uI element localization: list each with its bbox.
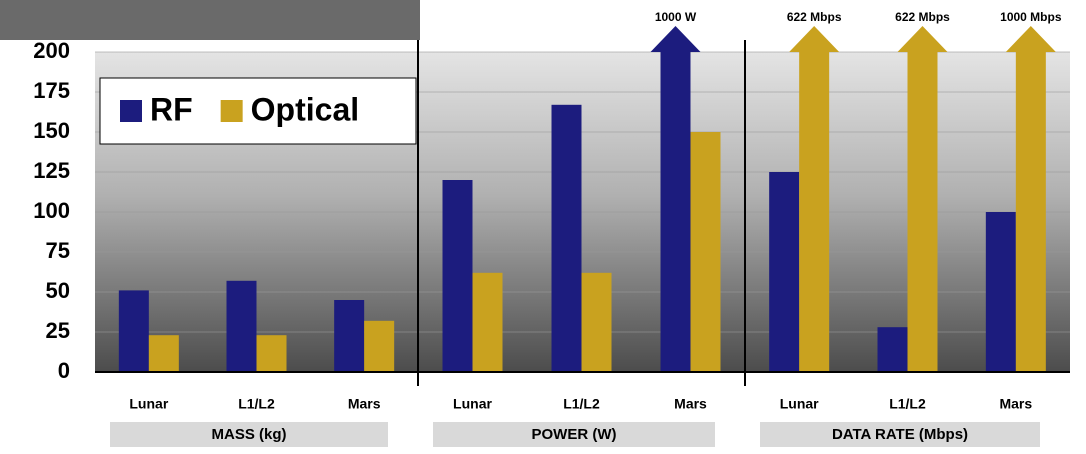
bar — [257, 335, 287, 372]
group-label: POWER (W) — [532, 426, 617, 443]
bar — [769, 172, 799, 372]
y-tick-label: 100 — [33, 198, 70, 223]
group-label: MASS (kg) — [212, 426, 287, 443]
value-label: 622 Mbps — [787, 10, 842, 24]
bar — [986, 212, 1016, 372]
bar — [334, 300, 364, 372]
y-tick-label: 50 — [46, 278, 70, 303]
x-tick-label: Mars — [999, 396, 1032, 412]
group-label: DATA RATE (Mbps) — [832, 426, 968, 443]
bar — [799, 0, 829, 372]
photo-backdrop — [0, 0, 420, 40]
x-tick-label: Mars — [674, 396, 707, 412]
y-tick-label: 150 — [33, 118, 70, 143]
bar — [908, 0, 938, 372]
overflow-arrow — [651, 26, 701, 52]
bar — [552, 105, 582, 372]
x-tick-label: Mars — [348, 396, 381, 412]
bar — [364, 321, 394, 372]
overflow-arrow — [898, 26, 948, 52]
chart: 0 25 50 75 100 125 150 175 200 Lunar L1/L2 Mars MASS… — [0, 0, 1086, 454]
x-tick-label: Lunar — [453, 396, 492, 412]
bar — [878, 327, 908, 372]
bar — [582, 273, 612, 372]
value-label: 622 Mbps — [895, 10, 950, 24]
y-tick-label: 175 — [33, 78, 70, 103]
bar — [691, 132, 721, 372]
bar — [443, 180, 473, 372]
y-tick-label: 125 — [33, 158, 70, 183]
overflow-arrow — [789, 26, 839, 52]
bar — [661, 0, 691, 372]
bar — [227, 281, 257, 372]
bar — [1016, 0, 1046, 372]
legend-swatch — [221, 100, 243, 122]
overflow-arrow — [1006, 26, 1056, 52]
y-tick-label: 200 — [33, 38, 70, 63]
legend-label: Optical — [251, 91, 359, 127]
bar — [473, 273, 503, 372]
page: 0 25 50 75 100 125 150 175 200 Lunar L1/L2 Mars MASS… — [0, 0, 1086, 454]
value-label: 1000 W — [655, 10, 697, 24]
legend-swatch — [120, 100, 142, 122]
y-tick-label: 0 — [58, 358, 70, 383]
x-tick-label: L1/L2 — [563, 396, 600, 412]
x-tick-label: Lunar — [780, 396, 819, 412]
x-tick-label: L1/L2 — [238, 396, 275, 412]
x-tick-label: Lunar — [129, 396, 168, 412]
x-tick-label: L1/L2 — [889, 396, 926, 412]
legend-label: RF — [150, 91, 193, 127]
bar — [149, 335, 179, 372]
bar — [119, 290, 149, 372]
value-label: 1000 Mbps — [1000, 10, 1062, 24]
y-tick-label: 25 — [46, 318, 70, 343]
y-tick-label: 75 — [46, 238, 70, 263]
